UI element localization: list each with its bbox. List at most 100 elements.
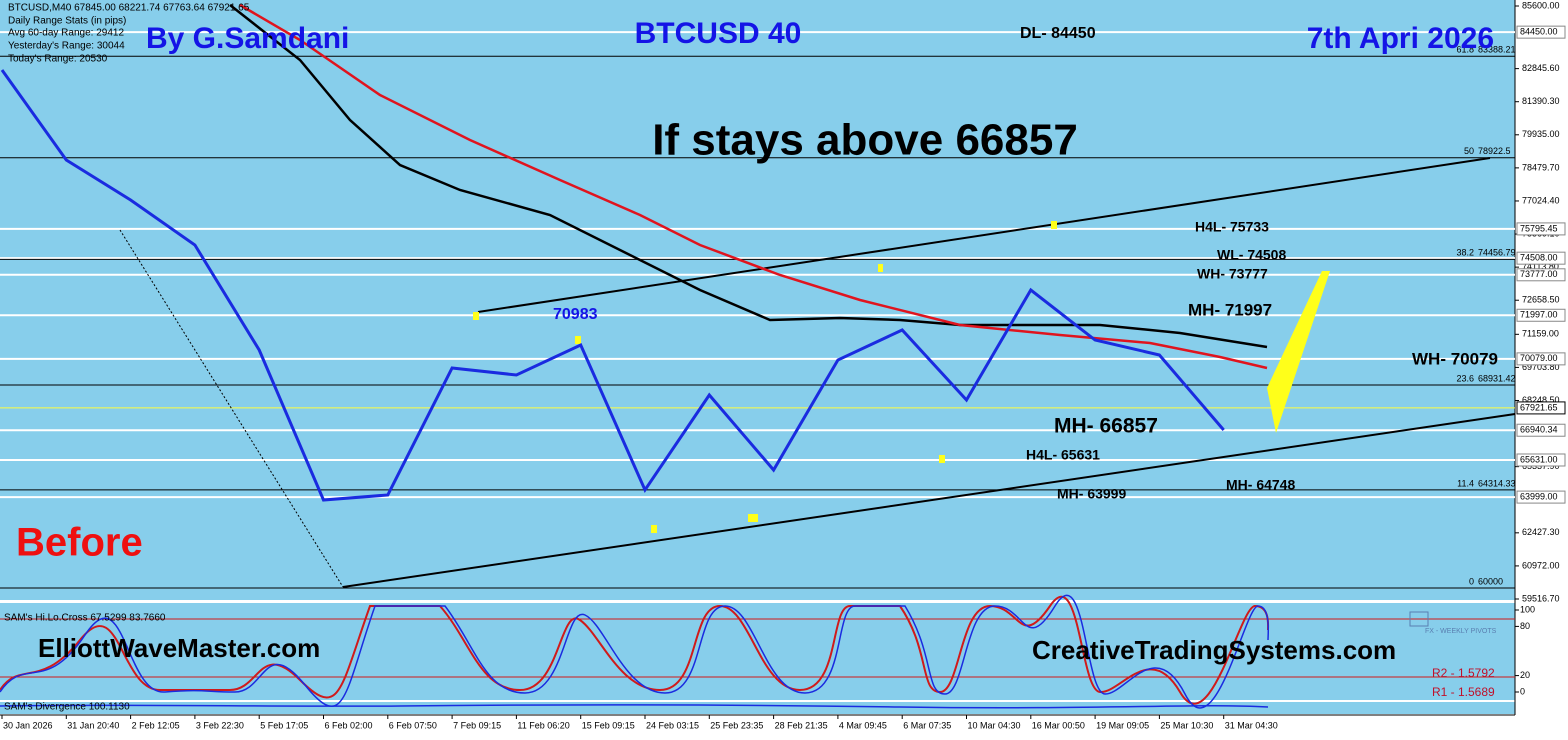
fib-value: 78922.5: [1478, 146, 1511, 156]
annotation: WL- 74508: [1217, 247, 1286, 263]
divergence-panel: [0, 702, 1515, 714]
x-tick-label: 31 Jan 20:40: [67, 720, 119, 730]
level-box: [1516, 251, 1566, 265]
osc-tick-label: 20: [1520, 670, 1530, 680]
x-tick-label: 16 Mar 00:50: [1032, 720, 1085, 730]
oscillator-line: [0, 594, 1270, 709]
level-label: 65631.00: [1520, 454, 1558, 464]
level-label: 63999.00: [1520, 491, 1558, 501]
x-tick-label: 28 Feb 21:35: [775, 720, 828, 730]
fib-ratio: 11.4: [1457, 478, 1474, 488]
current-price-label: 67921.65: [1520, 402, 1558, 412]
stats-line: Yesterday's Range: 30044: [8, 41, 125, 52]
marker: [748, 514, 758, 522]
fib-value: 60000: [1478, 576, 1503, 586]
fib-ratio: 0: [1469, 576, 1474, 586]
level-box: [1516, 423, 1566, 437]
level-label: 84450.00: [1520, 27, 1558, 37]
divergence-line: [0, 704, 1269, 709]
logo-text: FX - WEEKLY PIVOTS: [1425, 628, 1497, 635]
annotation: MH- 71997: [1188, 300, 1272, 319]
y-tick-label: 78479.70: [1522, 162, 1560, 172]
annotation: DL- 84450: [1020, 25, 1096, 42]
chart-info: BTCUSD,M40 67845.00 68221.74 67763.64 67…: [8, 3, 250, 14]
osc-tick-label: 0: [1520, 686, 1525, 696]
level-box: [1516, 25, 1566, 39]
pivot-label: R1 - 1.5689: [1432, 685, 1495, 699]
annotation: H4L- 75733: [1195, 219, 1269, 235]
level-label: 66940.34: [1520, 425, 1558, 435]
level-box: [1516, 490, 1566, 504]
level-box: [1516, 268, 1566, 282]
x-tick-label: 30 Jan 2026: [3, 720, 53, 730]
fib-value: 64314.33: [1478, 478, 1516, 488]
y-tick-label: 68248.50: [1522, 395, 1560, 405]
fib-ratio: 23.6: [1456, 373, 1474, 383]
level-box: [1516, 453, 1566, 467]
y-tick-label: 77024.40: [1522, 195, 1560, 205]
annotation: MH- 63999: [1057, 486, 1126, 502]
logo-icon: [1409, 611, 1429, 627]
y-tick-label: 81390.30: [1522, 96, 1560, 106]
fib-value: 74456.79: [1478, 248, 1516, 258]
pivot-label: R2 - 1.5792: [1432, 666, 1495, 680]
level-label: 70079.00: [1520, 353, 1558, 363]
level-box: [1516, 352, 1566, 366]
y-tick-label: 82845.60: [1522, 63, 1560, 73]
annotation: By G.Samdani: [146, 22, 349, 55]
stats-line: Today's Range: 20530: [8, 54, 108, 65]
osc-tick-label: 80: [1520, 621, 1530, 631]
main-panel: [0, 0, 1515, 600]
divergence-title: SAM's Divergence 100.1130: [4, 702, 130, 713]
marker: [1051, 221, 1057, 229]
marker: [575, 336, 581, 344]
level-box: [1516, 222, 1566, 236]
y-tick-label: 71159.00: [1522, 329, 1559, 339]
fib-value: 83388.21: [1478, 45, 1516, 55]
x-tick-label: 31 Mar 04:30: [1225, 720, 1278, 730]
x-tick-label: 25 Feb 23:35: [710, 720, 763, 730]
current-price-box: [1516, 401, 1566, 415]
y-tick-label: 62427.30: [1522, 527, 1560, 537]
osc-tick-label: 100: [1520, 604, 1535, 614]
price-line: [0, 69, 1225, 502]
x-tick-label: 3 Feb 22:30: [196, 720, 244, 730]
fib-value: 68931.42: [1478, 373, 1516, 383]
x-tick-label: 10 Mar 04:30: [968, 720, 1021, 730]
marker: [651, 525, 657, 533]
moving-average: [239, 3, 1268, 370]
trend-line: [477, 157, 1491, 313]
annotation: MH- 64748: [1226, 477, 1295, 493]
annotation: 70983: [553, 306, 598, 323]
x-tick-label: 15 Feb 09:15: [582, 720, 635, 730]
y-tick-label: 74113.80: [1522, 262, 1559, 272]
fib-ratio: 50: [1464, 146, 1474, 156]
y-tick-label: 59516.70: [1522, 593, 1560, 603]
fib-ratio: 61.8: [1456, 45, 1474, 55]
x-tick-label: 24 Feb 03:15: [646, 720, 699, 730]
x-tick-label: 5 Feb 17:05: [260, 720, 308, 730]
moving-average: [229, 4, 1268, 349]
x-tick-label: 2 Feb 12:05: [132, 720, 180, 730]
x-tick-label: 7 Feb 09:15: [453, 720, 501, 730]
x-tick-label: 6 Feb 07:50: [389, 720, 437, 730]
y-tick-label: 69703.80: [1522, 362, 1560, 372]
swing-markers: [473, 221, 1057, 533]
x-tick-label: 19 Mar 09:05: [1096, 720, 1149, 730]
x-tick-label: 25 Mar 10:30: [1160, 720, 1213, 730]
stats-line: Avg 60-day Range: 29412: [8, 28, 124, 39]
annotation: WH- 70079: [1412, 349, 1498, 368]
annotation: ElliottWaveMaster.com: [38, 633, 320, 663]
level-label: 75795.45: [1520, 223, 1558, 233]
y-tick-label: 85600.00: [1522, 0, 1560, 10]
y-tick-label: 79935.00: [1522, 129, 1560, 139]
x-tick-label: 6 Feb 02:00: [325, 720, 373, 730]
annotation: WH- 73777: [1197, 266, 1268, 282]
marker: [473, 312, 479, 320]
projection: [1267, 271, 1330, 433]
chart-title: BTCUSD 40: [635, 17, 802, 50]
indicator-title: SAM's Hi.Lo.Cross 67.5299 83.7660: [4, 613, 166, 624]
